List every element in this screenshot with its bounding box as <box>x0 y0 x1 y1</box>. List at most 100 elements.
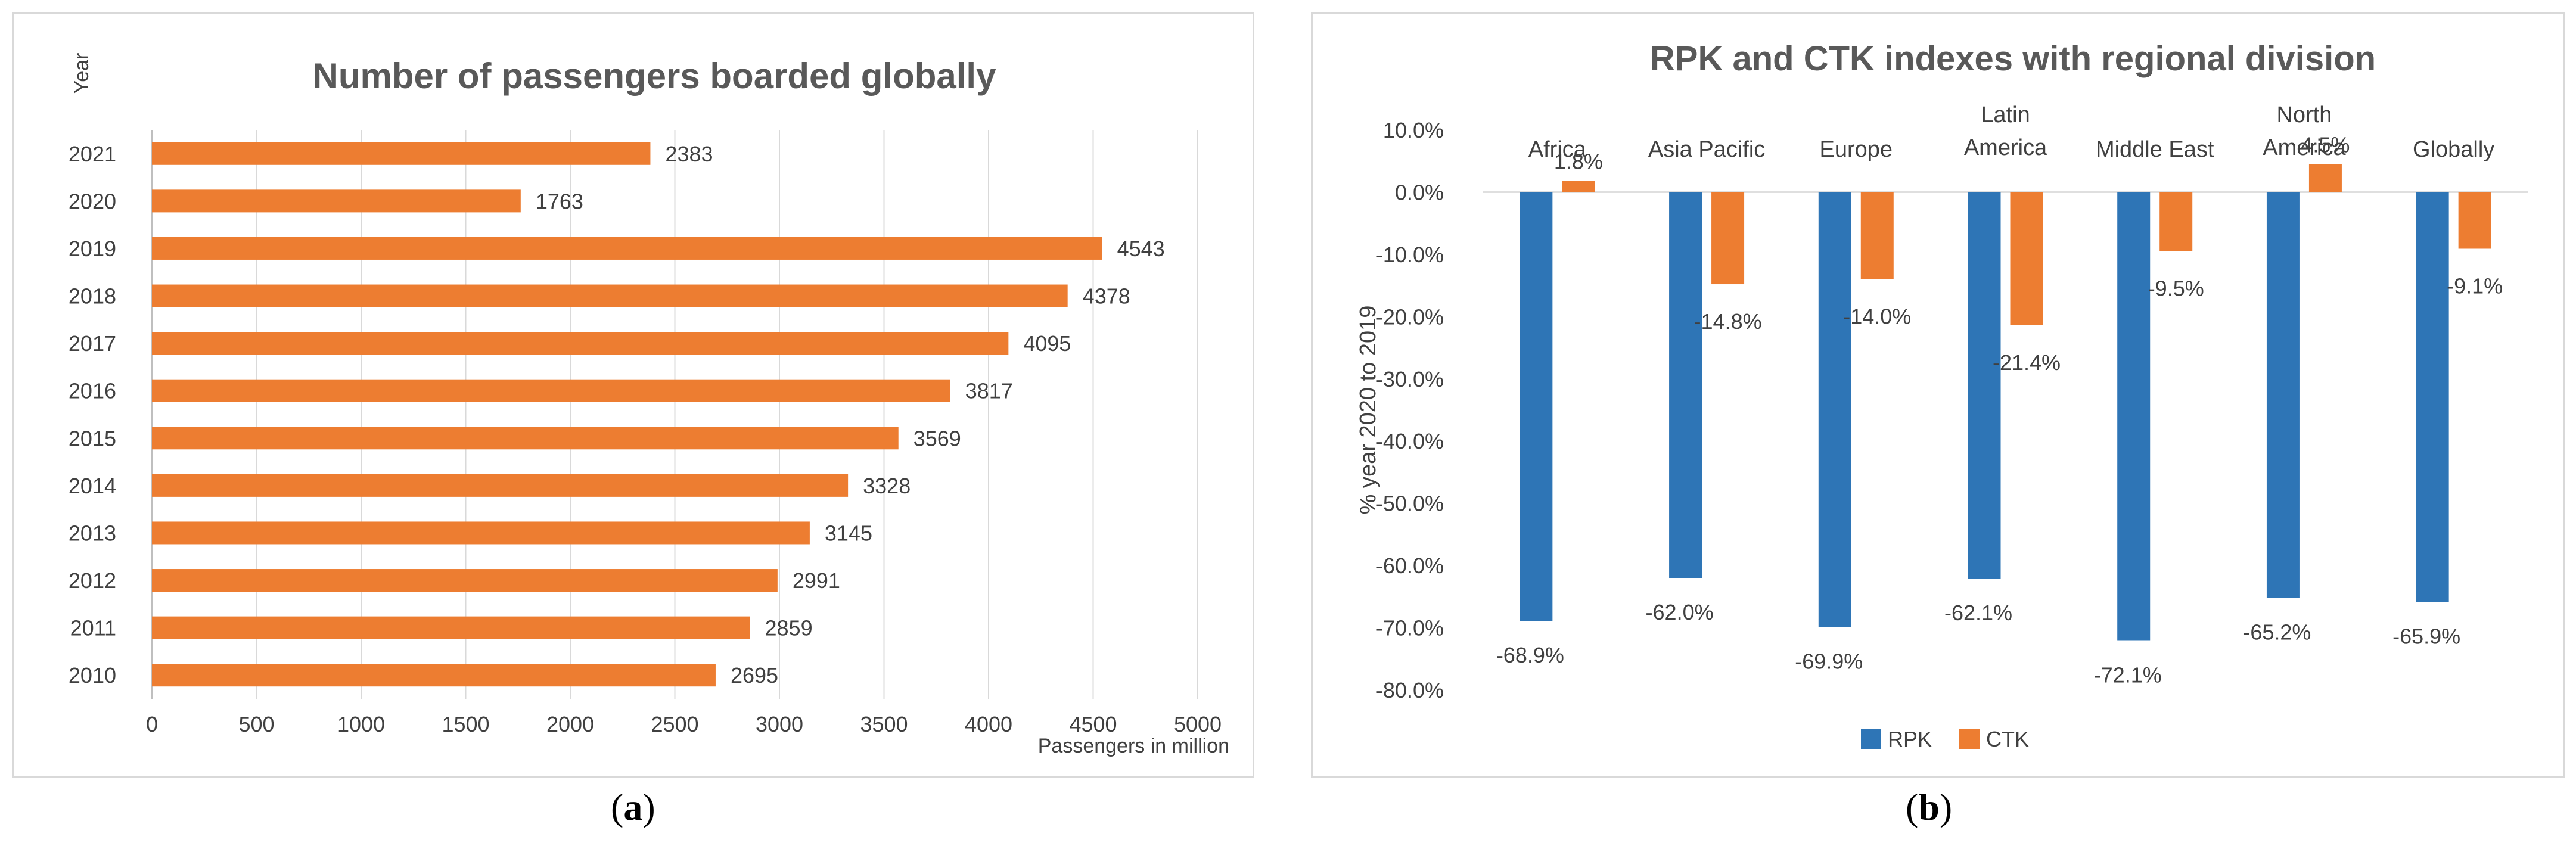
category-label: America <box>2263 135 2346 160</box>
category-label: Asia Pacific <box>1648 137 1765 162</box>
category-label: North <box>2276 102 2332 128</box>
bar <box>152 569 778 592</box>
x-tick-label: 3500 <box>860 712 908 736</box>
bar-rpk <box>1818 192 1851 627</box>
legend-label: RPK <box>1888 727 1932 751</box>
data-label: -9.5% <box>2148 276 2204 301</box>
y-tick-label: -70.0% <box>1376 616 1444 640</box>
bar <box>152 616 750 639</box>
data-label: -62.0% <box>1646 600 1714 624</box>
data-label: 3328 <box>863 474 911 498</box>
y-tick-label: -60.0% <box>1376 554 1444 578</box>
x-tick-label: 2000 <box>546 712 594 736</box>
data-label: 2859 <box>765 616 813 640</box>
bar-rpk <box>1968 192 2001 579</box>
bar <box>152 474 849 497</box>
bar-ctk <box>2010 192 2043 325</box>
x-tick-label: 500 <box>238 712 274 736</box>
x-tick-label: 1500 <box>442 712 489 736</box>
caption-b: (b) <box>1906 786 1953 828</box>
bar-ctk <box>1860 192 1894 279</box>
legend-swatch-rpk <box>1861 729 1881 749</box>
data-label: 4378 <box>1083 284 1130 309</box>
y-axis-title: Year <box>70 53 93 94</box>
bar <box>152 142 651 165</box>
data-label: 2991 <box>793 568 840 593</box>
bar-ctk <box>2458 192 2491 249</box>
bar-rpk <box>2266 192 2300 598</box>
data-label: -9.1% <box>2447 273 2503 298</box>
y-tick-label: 2020 <box>69 189 116 213</box>
y-tick-label: 2012 <box>69 568 116 593</box>
y-tick-label: 2011 <box>70 616 116 640</box>
data-label: 3817 <box>965 379 1013 403</box>
data-label: 3569 <box>913 426 961 450</box>
data-label: -14.0% <box>1843 304 1911 329</box>
y-tick-label: 2015 <box>69 426 116 450</box>
x-tick-label: 5000 <box>1174 712 1222 736</box>
bar-rpk <box>1520 192 1553 621</box>
bar <box>152 332 1009 355</box>
y-tick-label: -40.0% <box>1376 429 1444 453</box>
bar-ctk <box>1562 181 1595 192</box>
data-label: 4543 <box>1117 237 1165 261</box>
y-tick-label: -80.0% <box>1376 678 1444 702</box>
x-tick-label: 4000 <box>965 712 1012 736</box>
data-label: -72.1% <box>2094 663 2162 687</box>
data-label: -14.8% <box>1694 309 1762 334</box>
x-tick-label: 4500 <box>1069 712 1117 736</box>
data-label: 1.8% <box>1554 150 1603 174</box>
y-tick-label: -30.0% <box>1376 367 1444 391</box>
category-label: Europe <box>1820 137 1893 162</box>
y-tick-label: 10.0% <box>1383 118 1444 142</box>
bar-rpk <box>2416 192 2449 602</box>
data-label: 4095 <box>1023 331 1071 356</box>
data-label: -65.9% <box>2392 624 2460 649</box>
y-tick-label: 2021 <box>69 142 116 166</box>
category-label: Africa <box>1528 137 1587 162</box>
bar <box>152 379 950 402</box>
caption-a: (a) <box>611 786 655 828</box>
bar <box>152 664 716 687</box>
legend-swatch-ctk <box>1959 729 1980 749</box>
y-tick-label: -10.0% <box>1376 242 1444 267</box>
category-label: Globally <box>2413 137 2494 162</box>
y-axis-title: % year 2020 to 2019 <box>1356 306 1381 515</box>
y-tick-label: 0.0% <box>1395 180 1444 204</box>
bar-ctk <box>1711 192 1745 285</box>
x-tick-label: 3000 <box>756 712 803 736</box>
y-tick-label: -50.0% <box>1376 492 1444 516</box>
bar-rpk <box>2117 192 2151 641</box>
y-tick-label: 2018 <box>69 284 116 309</box>
bar <box>152 284 1068 307</box>
bar <box>152 237 1102 260</box>
data-label: 3145 <box>825 521 872 545</box>
data-label: -21.4% <box>1993 350 2061 375</box>
bar-rpk <box>1669 192 1702 578</box>
category-label: Latin <box>1981 102 2030 128</box>
data-label: 2695 <box>731 663 778 688</box>
rpk-ctk-bar-chart: RPK and CTK indexes with regional divisi… <box>1356 39 2528 751</box>
y-tick-label: 2019 <box>69 237 116 261</box>
y-tick-label: 2017 <box>69 331 116 356</box>
y-tick-label: 2014 <box>69 474 116 498</box>
legend-label: CTK <box>1986 727 2029 751</box>
x-axis-title: Passengers in million <box>1038 735 1229 757</box>
bar <box>152 521 810 545</box>
chart-title: Number of passengers boarded globally <box>313 56 997 96</box>
data-label: -65.2% <box>2243 620 2311 644</box>
x-tick-label: 2500 <box>651 712 698 736</box>
data-label: 1763 <box>536 189 583 213</box>
data-label: -62.1% <box>1944 601 2012 625</box>
rpk-ctk-chart-panel: RPK and CTK indexes with regional divisi… <box>1311 12 2565 778</box>
chart-title: RPK and CTK indexes with regional divisi… <box>1650 39 2376 78</box>
bar <box>152 427 899 450</box>
y-tick-label: 2016 <box>69 379 116 403</box>
category-label: America <box>1964 135 2047 160</box>
bar-ctk <box>2308 164 2342 192</box>
data-label: -68.9% <box>1496 643 1564 667</box>
x-tick-label: 0 <box>146 712 158 736</box>
y-tick-label: 2010 <box>69 663 116 688</box>
y-tick-label: -20.0% <box>1376 304 1444 329</box>
y-tick-label: 2013 <box>69 521 116 545</box>
